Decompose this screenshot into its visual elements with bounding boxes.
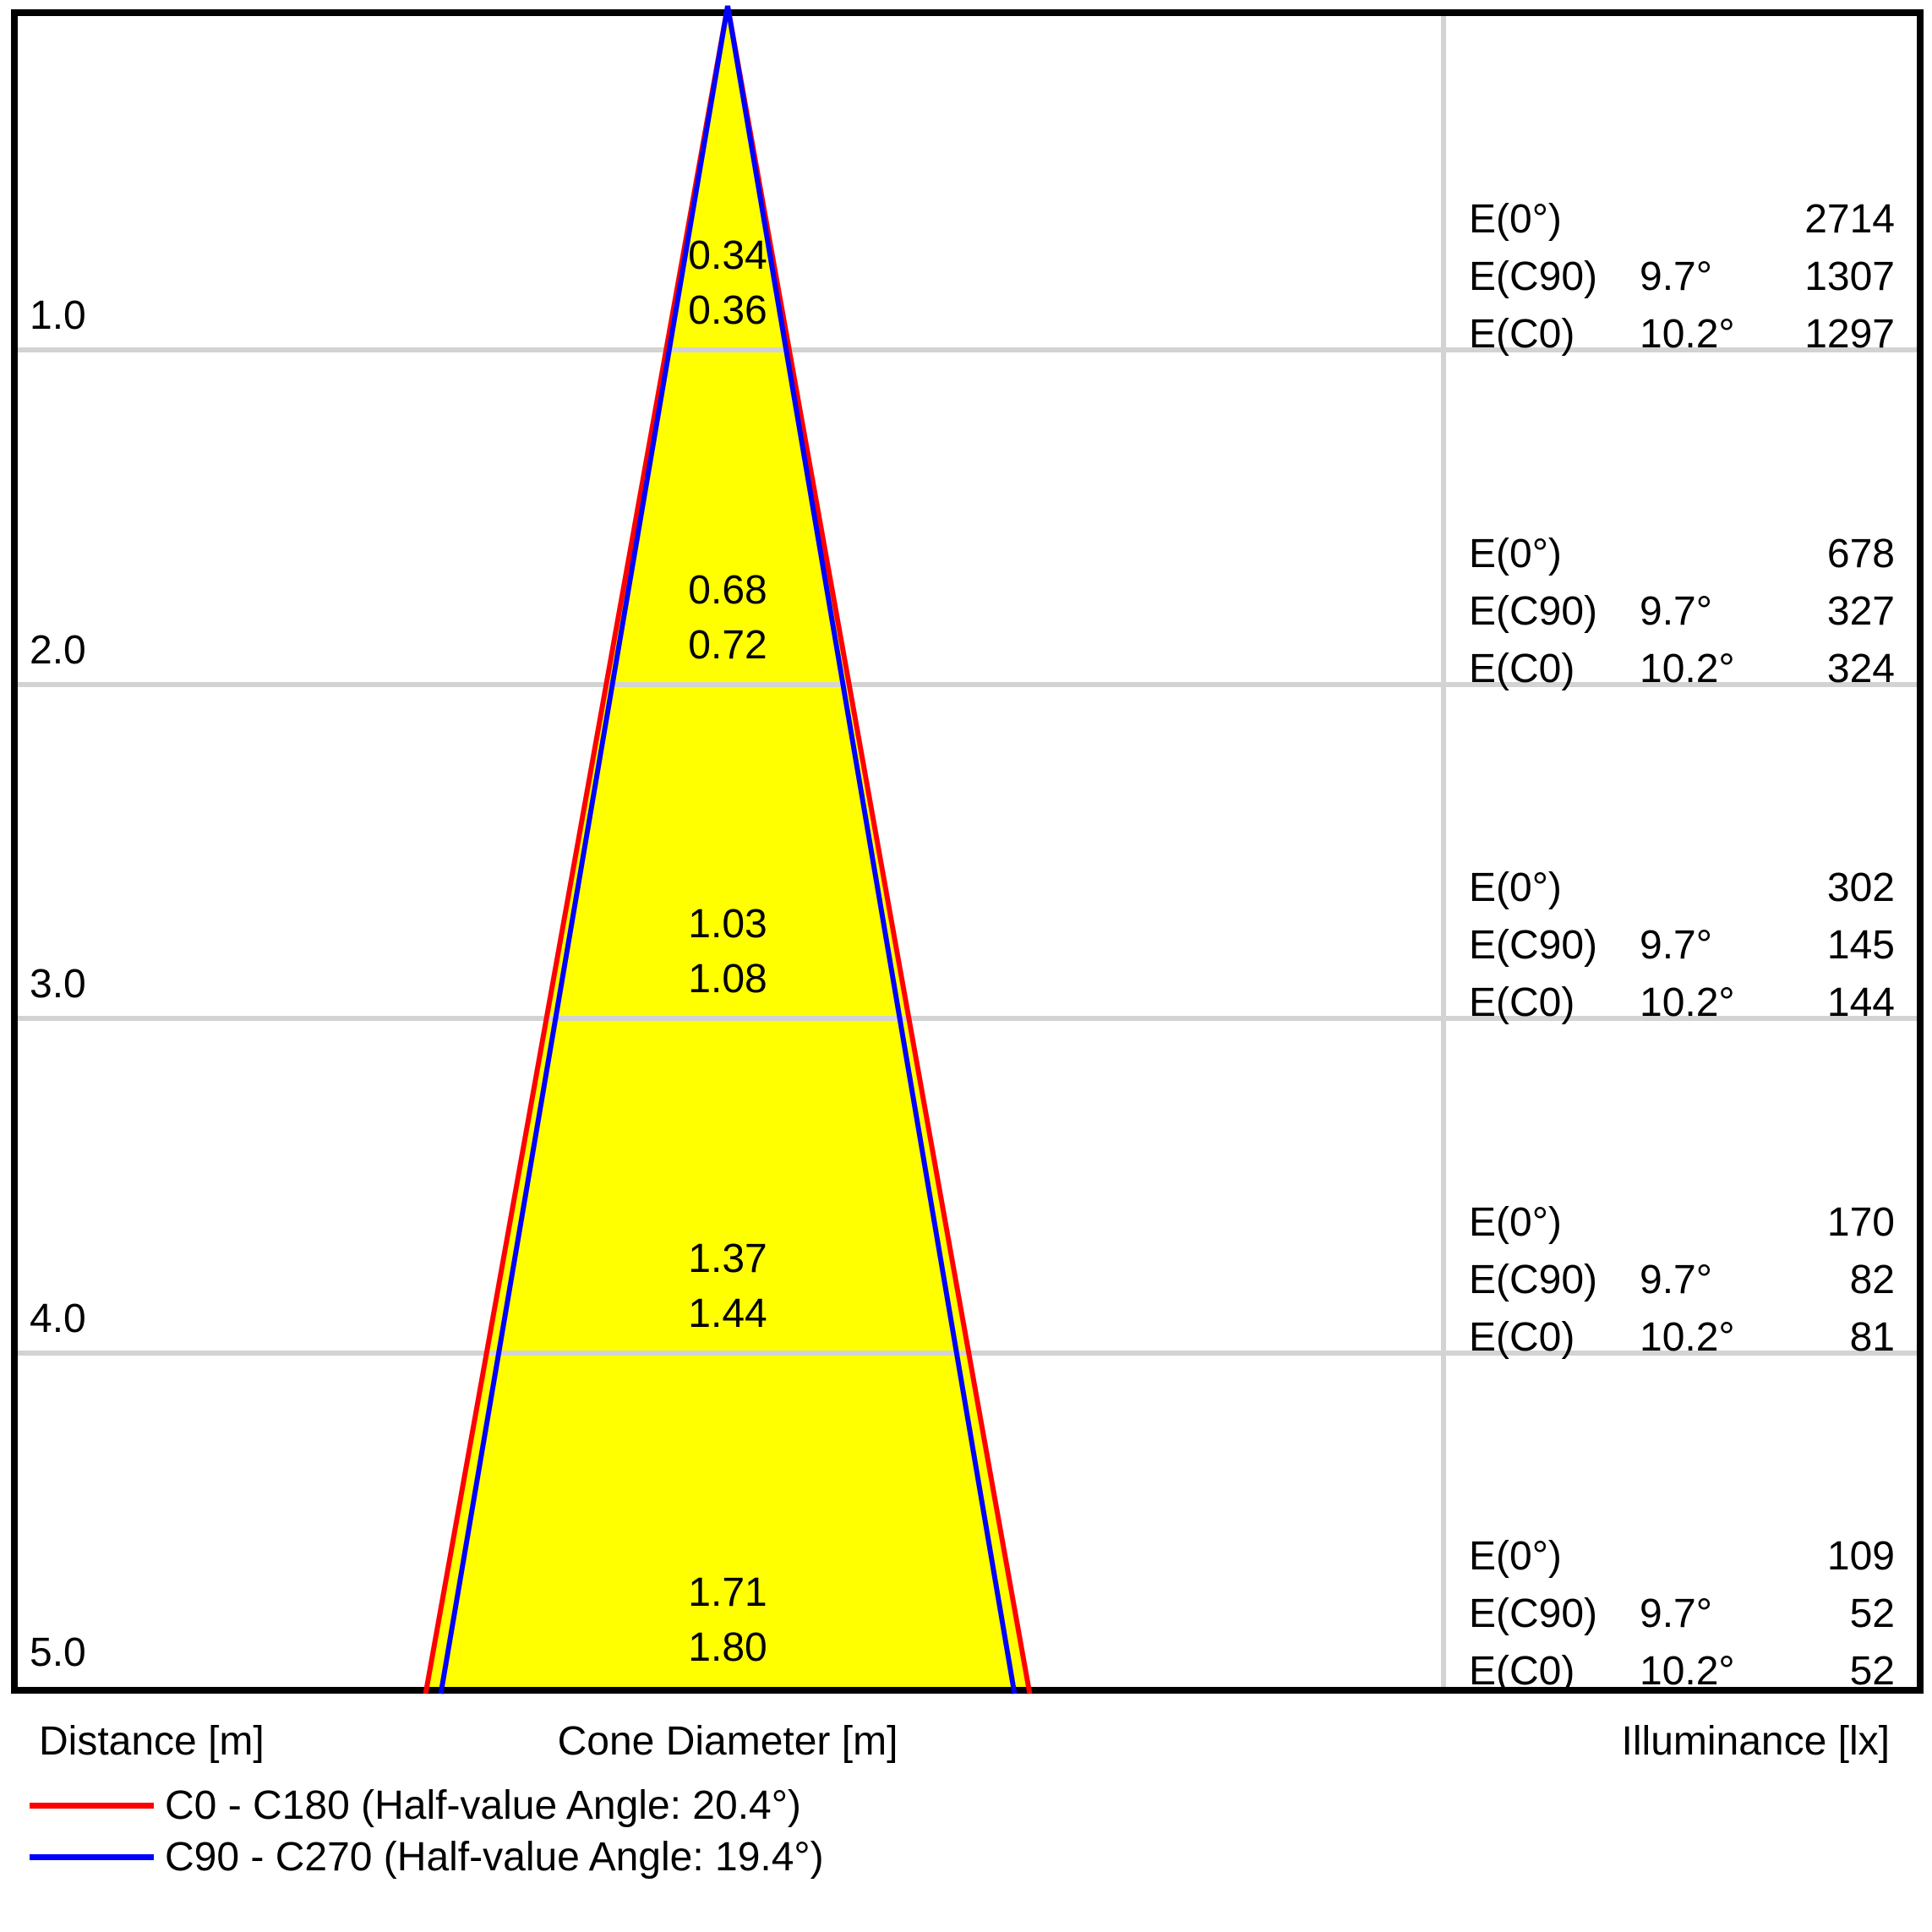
ec0-angle: 10.2° [1640,980,1735,1025]
legend-entry-c90: C90 - C270 (Half-value Angle: 19.4°) [30,1831,824,1882]
cone-diameter-values-5m: 1.71 1.80 [688,1565,767,1675]
ec90-value: 327 [1826,589,1895,634]
ec0-line: E(C0) 10.2° 1297 [18,306,1917,363]
ec0-label: E(C0) [1469,1315,1575,1360]
e0-line: E(0°) 170 [18,1194,1917,1252]
ec90-line: E(C90) 9.7° 52 [18,1585,1917,1643]
cone-diagram-frame: 1.0 2.0 3.0 4.0 5.0 0.34 0.36 0.68 0.72 … [11,5,1924,1695]
ec0-line: E(C0) 10.2° 144 [18,974,1917,1032]
ec90-line: E(C90) 9.7° 82 [18,1252,1917,1309]
light-cone-fill [427,6,1029,1687]
illuminance-block-5m: E(0°) 109 E(C90) 9.7° 52 E(C0) 10.2° 52 [18,1528,1917,1700]
e0-label: E(0°) [1469,532,1562,576]
ec90-line: E(C90) 9.7° 327 [18,583,1917,641]
ec0-angle: 10.2° [1640,1315,1735,1360]
ec0-value: 52 [1849,1649,1895,1694]
ec90-value: 1307 [1804,254,1895,299]
e0-value: 302 [1826,865,1895,910]
legend-entry-c0: C0 - C180 (Half-value Angle: 20.4°) [30,1780,801,1831]
ec0-line: E(C0) 10.2° 81 [18,1309,1917,1367]
distance-label-4m: 4.0 [30,1296,86,1341]
cone-diameter-c0: 1.44 [688,1291,767,1336]
illuminance-block-1m: E(0°) 2714 E(C90) 9.7° 1307 E(C0) 10.2° … [18,191,1917,363]
ec0-value: 144 [1826,980,1895,1025]
distance-axis-title: Distance [m] [39,1719,265,1764]
distance-label-2m: 2.0 [30,628,86,673]
ec90-value: 82 [1849,1258,1895,1302]
cone-diameter-c90: 1.37 [688,1236,767,1281]
ec0-value: 324 [1826,647,1895,691]
e0-line: E(0°) 302 [18,860,1917,917]
cone-diameter-axis-title: Cone Diameter [m] [557,1719,898,1764]
illuminance-axis-title: Illuminance [lx] [1621,1719,1890,1764]
e0-line: E(0°) 2714 [18,191,1917,248]
e0-value: 678 [1826,532,1895,576]
ec0-line: E(C0) 10.2° 324 [18,641,1917,698]
ec90-label: E(C90) [1469,254,1598,299]
ec90-angle: 9.7° [1640,1258,1712,1302]
cone-diameter-values-1m: 0.34 0.36 [688,228,767,338]
ec0-label: E(C0) [1469,980,1575,1025]
light-cone-plot [18,5,1917,1695]
ec0-value: 81 [1849,1315,1895,1360]
legend-c90-label: C90 - C270 (Half-value Angle: 19.4°) [165,1834,824,1880]
cone-diameter-c0: 1.08 [688,957,767,1001]
illuminance-block-4m: E(0°) 170 E(C90) 9.7° 82 E(C0) 10.2° 81 [18,1194,1917,1367]
ec0-label: E(C0) [1469,647,1575,691]
distance-label-3m: 3.0 [30,962,86,1007]
c90-beam-edge-line [438,5,1018,1695]
cone-diameter-values-2m: 0.68 0.72 [688,563,767,673]
e0-value: 2714 [1804,197,1895,242]
ec0-label: E(C0) [1469,1649,1575,1694]
ec0-angle: 10.2° [1640,1649,1735,1694]
c90-line-swatch [30,1853,154,1860]
ec90-label: E(C90) [1469,589,1598,634]
illuminance-block-3m: E(0°) 302 E(C90) 9.7° 145 E(C0) 10.2° 14… [18,860,1917,1032]
cone-diameter-c0: 0.72 [688,623,767,668]
ec90-line: E(C90) 9.7° 145 [18,917,1917,974]
ec0-value: 1297 [1804,312,1895,357]
e0-label: E(0°) [1469,1534,1562,1579]
ec0-angle: 10.2° [1640,312,1735,357]
cone-diameter-c90: 1.03 [688,902,767,947]
illuminance-block-2m: E(0°) 678 E(C90) 9.7° 327 E(C0) 10.2° 32… [18,526,1917,698]
ec90-line: E(C90) 9.7° 1307 [18,248,1917,306]
ec90-label: E(C90) [1469,1258,1598,1302]
cone-diameter-c0: 0.36 [688,288,767,333]
ec90-angle: 9.7° [1640,1591,1712,1636]
ec90-angle: 9.7° [1640,254,1712,299]
ec90-angle: 9.7° [1640,923,1712,968]
e0-label: E(0°) [1469,1200,1562,1245]
legend-c0-label: C0 - C180 (Half-value Angle: 20.4°) [165,1782,801,1828]
cone-diameter-values-3m: 1.03 1.08 [688,897,767,1007]
e0-line: E(0°) 678 [18,526,1917,583]
ec90-value: 52 [1849,1591,1895,1636]
c0-line-swatch [30,1802,154,1809]
ec90-angle: 9.7° [1640,589,1712,634]
ec0-angle: 10.2° [1640,647,1735,691]
ec0-line: E(C0) 10.2° 52 [18,1643,1917,1700]
cone-diameter-c0: 1.80 [688,1625,767,1670]
cone-diameter-c90: 1.71 [688,1570,767,1615]
cone-diameter-c90: 0.34 [688,233,767,278]
ec90-value: 145 [1826,923,1895,968]
cone-diameter-values-4m: 1.37 1.44 [688,1231,767,1341]
e0-label: E(0°) [1469,865,1562,910]
e0-value: 170 [1826,1200,1895,1245]
ec90-label: E(C90) [1469,1591,1598,1636]
ec90-label: E(C90) [1469,923,1598,968]
distance-label-5m: 5.0 [30,1630,86,1675]
cone-diameter-c90: 0.68 [688,568,767,613]
e0-label: E(0°) [1469,197,1562,242]
e0-value: 109 [1826,1534,1895,1579]
e0-line: E(0°) 109 [18,1528,1917,1585]
distance-label-1m: 1.0 [30,293,86,338]
ec0-label: E(C0) [1469,312,1575,357]
